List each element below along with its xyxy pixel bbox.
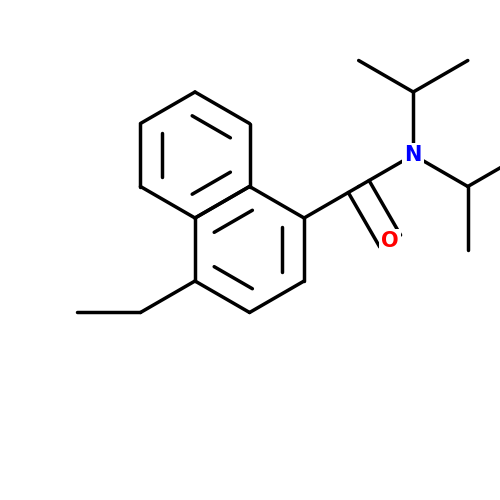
Text: O: O: [382, 231, 399, 251]
Text: N: N: [404, 145, 422, 165]
